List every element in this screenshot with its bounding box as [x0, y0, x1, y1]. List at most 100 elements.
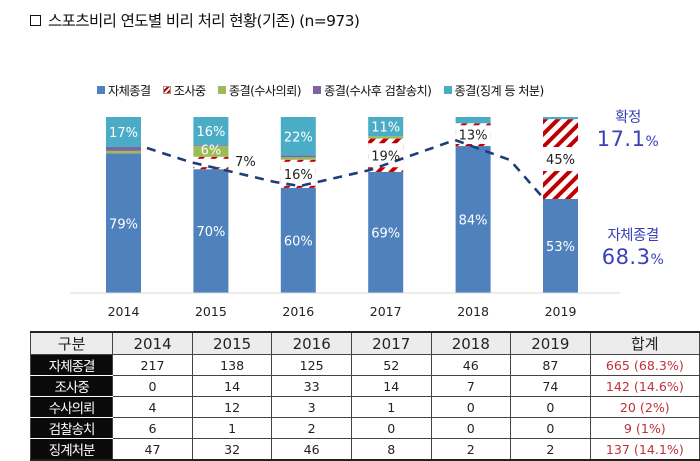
table-cell: 217 — [112, 354, 193, 376]
table-corner-header: 구분 — [29, 331, 114, 355]
legend-swatch-self-closed — [97, 86, 105, 94]
x-tick-label: 2017 — [370, 304, 402, 319]
x-tick-label: 2019 — [545, 304, 577, 319]
table-cell: 125 — [271, 354, 352, 376]
table-cell: 32 — [191, 438, 273, 461]
legend-swatch-prosecution — [313, 86, 322, 94]
bar-segment-self-closed — [106, 153, 141, 293]
table-cell: 0 — [430, 417, 512, 439]
table-row: 자체종결 217 138 125 52 46 87 665 (68.3%) — [29, 354, 700, 376]
bar-segment-referred — [193, 146, 229, 157]
annotation-self-closed-value: 68.3% — [601, 245, 665, 269]
legend-swatch-referred — [217, 86, 226, 94]
annotation-confirmed-value: 17.1% — [596, 127, 660, 151]
table-cell: 0 — [510, 417, 591, 439]
legend-item-referred: 종결(수사의뢰) — [217, 81, 302, 99]
legend-item-disciplinary: 종결(징계 등 처분) — [443, 81, 545, 99]
data-label: 84% — [459, 214, 488, 229]
table-row: 조사중 0 14 33 14 7 74 142 (14.6%) — [29, 375, 700, 397]
table-cell: 87 — [510, 354, 591, 376]
data-label: 22% — [284, 130, 313, 145]
bar-segment-prosecution — [193, 145, 229, 147]
table-cell: 4 — [112, 396, 193, 418]
bar-segment-prosecution — [106, 147, 141, 151]
bar-segment-referred — [368, 136, 404, 139]
data-table: 구분 2014 2015 2016 2017 2018 2019 합계 자체종결… — [29, 331, 700, 461]
label-background — [455, 125, 491, 145]
table-total-cell: 9 (1%) — [589, 417, 700, 439]
table-cell: 138 — [191, 354, 273, 376]
data-label: 70% — [196, 225, 225, 240]
bar-segment-self-closed — [193, 169, 229, 293]
legend-label: 조사중 — [173, 84, 206, 98]
x-tick-label: 2018 — [457, 304, 489, 319]
table-cell: 14 — [350, 375, 432, 397]
table-year-header: 2019 — [510, 331, 591, 355]
table-cell: 0 — [350, 417, 432, 439]
table-row: 수사의뢰 4 12 3 1 0 0 20 (2%) — [29, 396, 700, 418]
data-label: 6% — [201, 143, 222, 158]
annotation-self-closed-label: 자체종결 — [607, 228, 659, 244]
table-cell: 52 — [350, 354, 432, 376]
table-year-header: 2018 — [430, 331, 512, 355]
table-total-cell: 665 (68.3%) — [589, 354, 700, 376]
annotation-confirmed-label: 확정 — [615, 110, 641, 126]
bar-segment-referred — [280, 157, 316, 160]
trend-line — [146, 138, 546, 201]
legend-label: 자체종결 — [108, 84, 151, 98]
data-label: 16% — [196, 125, 225, 140]
bar-segment-disciplinary — [193, 117, 229, 146]
table-row-header: 검찰송치 — [29, 417, 114, 439]
legend-label: 종결(수사의뢰) — [228, 84, 302, 98]
data-label: 79% — [109, 217, 138, 232]
data-label: 16% — [284, 168, 313, 183]
x-tick-label: 2016 — [282, 304, 314, 319]
data-label: 11% — [371, 121, 400, 136]
stacked-bar-chart: 79% 17% 70% 7% 6% 16% 60% 16% 22% 69% 19% 11% 84% 13%… — [70, 117, 620, 319]
table-cell: 2 — [271, 417, 352, 439]
table-cell: 0 — [112, 375, 193, 397]
table-row: 검찰송치 6 1 2 0 0 0 9 (1%) — [29, 417, 700, 439]
legend-item-self-closed: 자체종결 — [97, 81, 151, 99]
bar-segment-disciplinary — [543, 117, 578, 120]
chart-title: 스포츠비리 연도별 비리 처리 현황(기존) (n=973) — [30, 9, 360, 31]
data-label: 19% — [371, 149, 400, 164]
bar-segment-self-closed — [543, 198, 578, 293]
table-cell: 14 — [191, 375, 273, 397]
table-cell: 74 — [510, 375, 591, 397]
data-label: 45% — [546, 153, 575, 168]
bar-segment-self-closed — [455, 146, 491, 293]
table-row: 징계처분 47 32 46 8 2 2 137 (14.1%) — [29, 438, 700, 461]
table-cell: 7 — [430, 375, 512, 397]
bar-segment-disciplinary — [280, 117, 316, 156]
data-label: 69% — [371, 226, 400, 241]
table-cell: 46 — [430, 354, 512, 376]
table-row-header: 조사중 — [29, 375, 114, 397]
label-background — [193, 158, 229, 168]
table-row-header: 자체종결 — [29, 354, 114, 376]
table-header-row: 구분 2014 2015 2016 2017 2018 2019 합계 — [29, 331, 700, 355]
legend-item-prosecution: 종결(수사후 검찰송치) — [313, 81, 432, 99]
square-bullet-icon — [30, 15, 41, 26]
table-year-header: 2017 — [350, 331, 432, 355]
legend-item-investigating: 조사중 — [162, 81, 206, 99]
table-total-cell: 137 (14.1%) — [589, 438, 700, 461]
label-background — [280, 161, 316, 186]
bar-segment-self-closed — [280, 187, 316, 293]
legend-swatch-investigating — [162, 86, 171, 94]
chart-title-text: 스포츠비리 연도별 비리 처리 현황(기존) (n=973) — [48, 12, 360, 30]
bar-segment-prosecution — [280, 155, 316, 158]
legend-label: 종결(징계 등 처분) — [454, 84, 545, 98]
table-cell: 1 — [191, 417, 273, 439]
legend-label: 종결(수사후 검찰송치) — [324, 84, 432, 98]
data-label: 13% — [459, 129, 488, 144]
table-cell: 1 — [350, 396, 432, 418]
table-cell: 6 — [112, 417, 193, 439]
data-label: 17% — [109, 126, 138, 141]
legend-swatch-disciplinary — [443, 86, 452, 94]
table-year-header: 2016 — [271, 331, 352, 355]
table-cell: 12 — [191, 396, 273, 418]
bar-segment-disciplinary — [106, 117, 141, 148]
data-label: 60% — [284, 234, 313, 249]
x-tick-label: 2015 — [195, 304, 227, 319]
